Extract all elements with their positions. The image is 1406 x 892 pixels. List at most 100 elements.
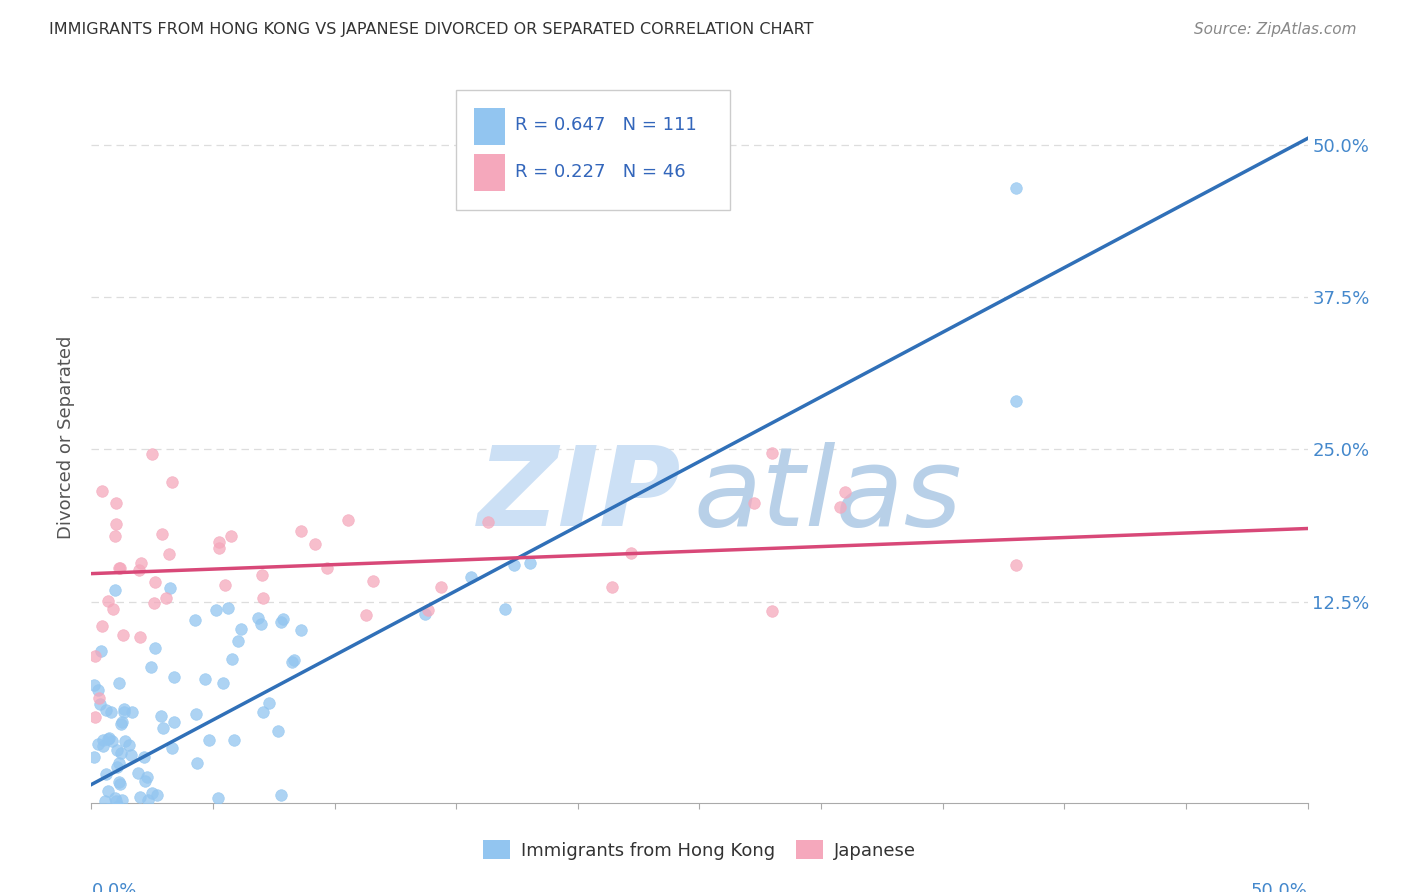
Point (104, 794, 127, 808)
Point (494, 602, 516, 616)
Point (114, 734, 136, 748)
Bar (474, 154, 505, 191)
Point (186, 706, 208, 721)
Legend: Immigrants from Hong Kong, Japanese: Immigrants from Hong Kong, Japanese (475, 833, 924, 867)
Point (83, 678, 105, 692)
Point (207, 541, 229, 555)
Point (112, 702, 135, 716)
Point (155, 591, 177, 606)
Point (184, 613, 207, 627)
Text: R = 0.227   N = 46: R = 0.227 N = 46 (515, 162, 685, 180)
Point (194, 672, 217, 686)
Point (101, 602, 124, 616)
Point (134, 774, 156, 789)
Point (267, 724, 290, 739)
Point (1004, 393, 1026, 408)
Point (111, 628, 134, 642)
Point (104, 820, 127, 834)
Point (131, 820, 153, 834)
Point (107, 756, 129, 771)
Point (828, 500, 851, 515)
Point (150, 526, 173, 541)
Point (229, 622, 252, 636)
Point (100, 820, 122, 834)
Point (281, 655, 304, 669)
Point (761, 446, 783, 460)
Text: 50.0%: 50.0% (1251, 882, 1308, 892)
Point (120, 747, 142, 762)
Point (143, 596, 166, 610)
Point (108, 676, 131, 690)
Point (112, 820, 135, 834)
Point (136, 770, 159, 784)
Point (115, 820, 138, 834)
Point (91, 739, 114, 753)
Point (141, 786, 163, 800)
Point (107, 820, 129, 834)
Bar (474, 108, 505, 145)
Point (460, 570, 482, 584)
Point (143, 574, 166, 589)
Point (160, 475, 183, 490)
Point (128, 631, 150, 645)
Point (83, 750, 105, 764)
Point (252, 705, 274, 719)
Point (174, 818, 197, 832)
Point (270, 789, 292, 803)
Point (363, 574, 385, 588)
Point (430, 580, 453, 594)
Point (413, 607, 436, 622)
Point (80, 820, 103, 834)
Point (290, 524, 312, 538)
FancyBboxPatch shape (456, 90, 730, 211)
Point (226, 634, 249, 648)
Point (1004, 558, 1026, 573)
Text: IMMIGRANTS FROM HONG KONG VS JAPANESE DIVORCED OR SEPARATED CORRELATION CHART: IMMIGRANTS FROM HONG KONG VS JAPANESE DI… (49, 22, 814, 37)
Point (117, 738, 139, 752)
Point (111, 714, 134, 729)
Point (100, 705, 122, 719)
Point (416, 602, 439, 616)
Point (477, 515, 499, 529)
Point (163, 670, 186, 684)
Point (834, 484, 856, 499)
Point (100, 808, 122, 822)
Point (131, 556, 153, 570)
Y-axis label: Divorced or Separated: Divorced or Separated (58, 335, 76, 539)
Point (124, 820, 146, 834)
Point (217, 601, 239, 615)
Point (152, 721, 174, 735)
Point (82, 820, 104, 834)
Point (94, 794, 117, 808)
Point (250, 567, 273, 582)
Point (502, 558, 524, 572)
Text: atlas: atlas (693, 442, 962, 549)
Point (98, 820, 121, 834)
Point (208, 535, 231, 549)
Point (87, 690, 110, 705)
Point (104, 529, 127, 543)
Point (141, 447, 163, 461)
Point (290, 623, 312, 637)
Point (96, 820, 118, 834)
Point (107, 561, 129, 575)
Point (150, 709, 173, 723)
Point (90, 644, 112, 658)
Point (97, 593, 120, 607)
Point (205, 603, 228, 617)
Point (104, 496, 127, 510)
Point (249, 617, 271, 632)
Point (619, 546, 641, 560)
Point (221, 652, 243, 666)
Point (108, 775, 131, 789)
Point (197, 733, 219, 747)
Point (110, 746, 132, 760)
Point (219, 529, 242, 543)
Point (136, 792, 159, 806)
Point (87, 814, 110, 828)
Point (96, 767, 118, 781)
Point (160, 820, 183, 834)
Point (257, 696, 280, 710)
Text: Source: ZipAtlas.com: Source: ZipAtlas.com (1194, 22, 1357, 37)
Point (94, 703, 117, 717)
